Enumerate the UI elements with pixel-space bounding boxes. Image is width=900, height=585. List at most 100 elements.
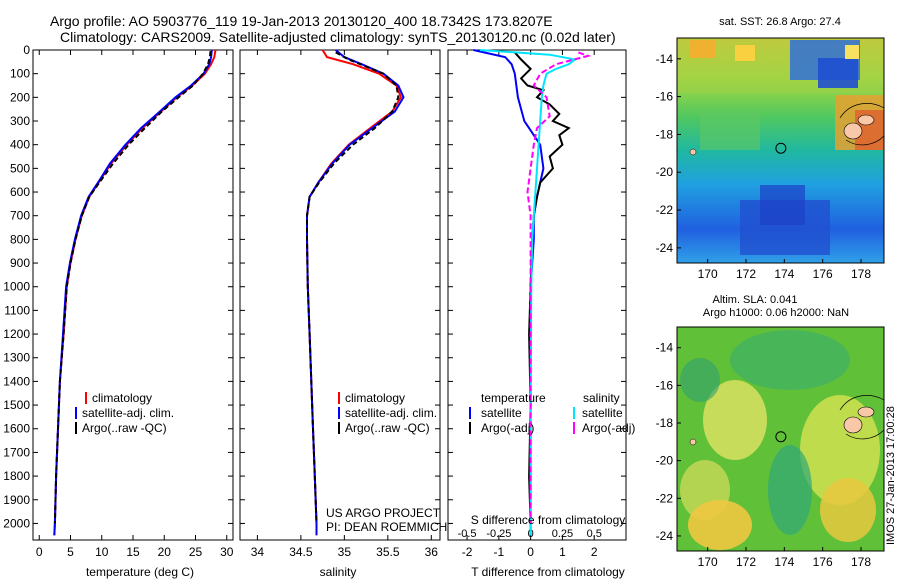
map-x-tick-label: 172	[736, 555, 756, 569]
series-line-s-argo-adj	[526, 51, 592, 524]
x-tick-label: 15	[126, 545, 140, 559]
x-tick-label: 20	[158, 545, 172, 559]
y-tick-label: 100	[10, 67, 30, 81]
difference-xlabel: T difference from climatology	[471, 565, 625, 579]
map-y-tick-label: -18	[656, 416, 674, 430]
map-y-tick-label: -22	[656, 491, 674, 505]
project-credit-line-1: US ARGO PROJECT	[326, 506, 441, 520]
x-top-tick-label: 0.5	[587, 528, 602, 540]
y-tick-label: 1100	[4, 303, 30, 317]
salinity-panel-frame	[239, 49, 441, 541]
y-tick-label: 200	[10, 90, 30, 104]
series-line-t-satellite	[473, 49, 545, 536]
project-credit-line-2: PI: DEAN ROEMMICH	[326, 520, 447, 534]
map-x-tick-label: 178	[851, 555, 871, 569]
legend-label: satellite	[481, 406, 522, 420]
y-tick-label: 500	[10, 161, 30, 175]
legend-label: satellite-adj. clim.	[82, 406, 174, 420]
x-tick-label: 35.5	[376, 545, 400, 559]
sst-map-frame	[676, 37, 885, 264]
map-x-tick-label: 174	[774, 267, 794, 281]
title-line-1: Argo profile: AO 5903776_119 19-Jan-2013…	[50, 13, 553, 29]
salinity-series	[306, 49, 405, 536]
map-x-tick-label: 170	[698, 267, 718, 281]
fiji-island	[843, 416, 863, 434]
sla-map-frame	[676, 326, 885, 552]
temperature-panel-frame	[32, 49, 234, 541]
series-line-argo-raw-qc	[53, 51, 212, 524]
island-dot	[689, 148, 697, 156]
salinity-legend: climatology satellite-adj. clim. Argo(..…	[338, 391, 437, 435]
legend-label: Argo(..raw -QC)	[82, 421, 167, 435]
sst-argo-position-marker	[775, 142, 787, 154]
legend-label: Argo(..raw -QC)	[345, 421, 430, 435]
imos-stamp: IMOS 27-Jan-2013 17:00:28	[885, 406, 897, 545]
temperature-xlabel: temperature (deg C)	[86, 565, 194, 579]
map-y-tick-label: -14	[656, 52, 674, 66]
difference-xlabel-top: S difference from climatology	[471, 513, 626, 527]
map-y-tick-label: -16	[656, 90, 674, 104]
map-y-tick-label: -18	[656, 127, 674, 141]
x-tick-label: 1	[559, 545, 566, 559]
x-tick-label: -1	[494, 545, 505, 559]
y-tick-label: 1400	[3, 374, 30, 388]
x-top-tick-label: -0.25	[486, 528, 511, 540]
x-tick-label: 36	[425, 545, 439, 559]
x-tick-label: 0	[36, 545, 43, 559]
x-tick-label: 10	[95, 545, 109, 559]
sla-argo-position-marker	[775, 431, 787, 443]
series-line-s-satellite	[479, 49, 578, 536]
island-dot	[689, 438, 697, 446]
map-y-tick-label: -14	[656, 341, 674, 355]
y-tick-label: 0	[23, 43, 30, 57]
x-tick-label: 25	[189, 545, 203, 559]
map-y-tick-label: -16	[656, 378, 674, 392]
legend-label: climatology	[345, 391, 405, 405]
y-tick-label: 2000	[3, 516, 30, 530]
y-tick-label: 900	[10, 256, 30, 270]
y-tick-label: 1800	[3, 469, 30, 483]
x-tick-label: 0	[527, 545, 534, 559]
y-tick-label: 1500	[3, 398, 30, 412]
y-tick-label: 300	[10, 114, 30, 128]
series-line-argo-raw-qc	[306, 51, 400, 524]
map-y-tick-label: -24	[656, 529, 674, 543]
legend-label: satellite-adj. clim.	[345, 406, 437, 420]
series-line-climatology	[53, 49, 217, 536]
sla-map-image	[677, 327, 884, 551]
difference-axis-ticks: -2 -1 0 1 2-0.5 -0.25 0 0.25 0.5	[448, 49, 626, 559]
sst-map-title: sat. SST: 26.8 Argo: 27.4	[719, 16, 841, 28]
series-line-climatology	[306, 49, 403, 536]
sst-map-image	[677, 38, 884, 263]
y-tick-label: 700	[10, 209, 30, 223]
y-tick-label: 1600	[3, 422, 30, 436]
temperature-series	[53, 49, 217, 536]
legend-label: Argo(-adj)	[582, 421, 635, 435]
difference-panel-frame	[447, 49, 627, 541]
difference-legend: temperature satellite Argo(-adj) salinit…	[469, 391, 635, 435]
y-tick-label: 600	[10, 185, 30, 199]
salinity-axis-ticks: 34 34.5 35 35.5 36	[240, 49, 440, 559]
x-tick-label: 34	[251, 545, 265, 559]
series-line-satellite-adj-clim	[306, 49, 405, 536]
sst-map-ticks: 170 172 174 176 178 -14 -16 -18 -20 -22 -24	[656, 52, 872, 281]
x-top-tick-label: 0.25	[552, 528, 573, 540]
legend-title-temperature: temperature	[481, 391, 546, 405]
fiji-island	[843, 122, 863, 140]
coastline	[839, 103, 884, 146]
map-x-tick-label: 170	[698, 555, 718, 569]
legend-title-salinity: salinity	[583, 391, 620, 405]
salinity-xlabel: salinity	[320, 565, 357, 579]
legend-label: satellite	[582, 406, 623, 420]
temperature-axis-ticks: 0 5 10 15 20 25 300100200300400500600700800900…	[3, 43, 233, 559]
x-tick-label: 2	[591, 545, 598, 559]
title-line-2: Climatology: CARS2009. Satellite-adjuste…	[60, 29, 616, 45]
y-tick-label: 1200	[3, 327, 30, 341]
y-tick-label: 1900	[3, 493, 30, 507]
map-y-tick-label: -20	[656, 454, 674, 468]
y-tick-label: 1300	[3, 351, 30, 365]
sla-map-title-line-2: Argo h1000: 0.06 h2000: NaN	[703, 307, 849, 319]
x-tick-label: -2	[462, 545, 473, 559]
map-y-tick-label: -20	[656, 165, 674, 179]
